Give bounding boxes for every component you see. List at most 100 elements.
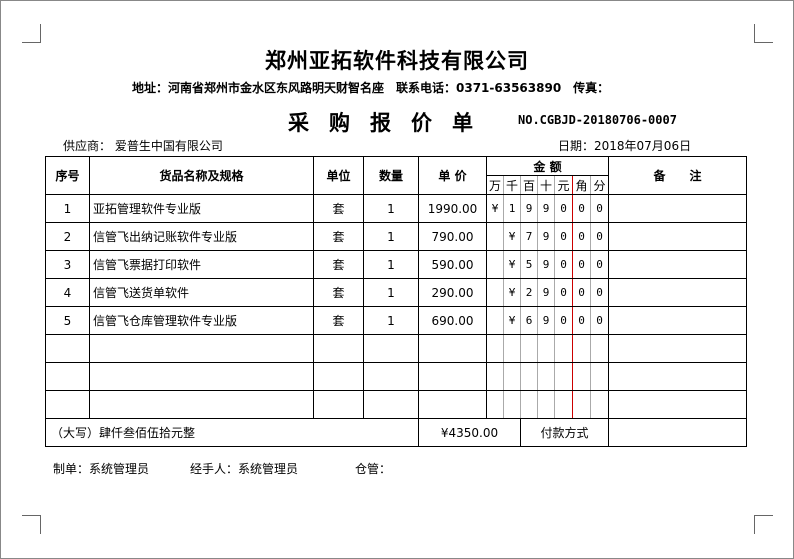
cell-digit: 1 [503,194,521,223]
handler: 经手人：系统管理员 [190,462,299,476]
supplier: 供应商： 爱普生中国有限公司 [63,139,223,153]
cell-name: 信管飞送货单软件 [89,278,314,307]
cell-digit [554,390,573,419]
cell-digit: 0 [554,194,573,223]
cell-digit: 0 [590,306,609,335]
digit-header: 万 [486,175,504,195]
cell-digit: 9 [537,306,555,335]
header-name: 货品名称及规格 [89,156,314,195]
cell-digit: 9 [537,194,555,223]
cell-digit [590,362,609,391]
cell-digit: 0 [554,306,573,335]
cell-name: 信管飞票据打印软件 [89,250,314,279]
cell-unit: 套 [313,278,364,307]
doc-title: 采购报价单 [288,111,493,135]
cell-price: 690.00 [418,306,487,335]
cell-digit: ¥ [503,250,521,279]
cell-digit: 0 [554,250,573,279]
cell-remark [608,362,747,391]
cell-digit: ¥ [503,222,521,251]
cell-qty [363,362,419,391]
table-row [45,362,747,391]
cell-remark [608,222,747,251]
cell-digit [486,362,504,391]
cell-digit: 0 [590,194,609,223]
cell-digit [486,306,504,335]
total-row: （大写）肆仟叁佰伍拾元整 ¥4350.00 付款方式 [45,418,747,447]
cell-digit [520,334,538,363]
cell-remark [608,250,747,279]
cell-digit [486,250,504,279]
cell-unit: 套 [313,306,364,335]
cell-unit [313,334,364,363]
cell-name [89,390,314,419]
cell-digit: 0 [572,194,591,223]
cell-digit [554,362,573,391]
header-amount: 金 额 [486,156,609,176]
cell-digit: ¥ [503,306,521,335]
doc-number: NO.CGBJD-20180706-0007 [518,113,677,127]
crop-mark [754,515,773,534]
cell-digit: 2 [520,278,538,307]
cell-price: 790.00 [418,222,487,251]
cell-digit [486,222,504,251]
cell-remark [608,278,747,307]
address-line: 地址：河南省郑州市金水区东风路明天财智名座 联系电话：0371-63563890… [132,81,610,95]
cell-digit [503,334,521,363]
maker: 制单：系统管理员 [53,462,150,476]
quote-table: 序号 货品名称及规格 单位 数量 单 价 金 额 备 注 万千百十元角分 1 亚拓… [45,156,747,447]
cell-digit [486,334,504,363]
cell-price [418,334,487,363]
cell-digit [486,390,504,419]
cell-digit: 9 [537,278,555,307]
cell-seq: 1 [45,194,90,223]
cell-seq: 4 [45,278,90,307]
cell-digit: 5 [520,250,538,279]
cell-unit [313,390,364,419]
cell-digit: 0 [572,278,591,307]
cell-qty [363,390,419,419]
cell-digit: 9 [537,250,555,279]
crop-mark [22,24,41,43]
cell-qty: 1 [363,250,419,279]
cell-digit: 0 [590,222,609,251]
table-row: 5 信管飞仓库管理软件专业版套 1 690.00 ¥6 9 0 0 0 [45,306,747,335]
cell-seq: 3 [45,250,90,279]
cell-price [418,362,487,391]
cell-price: 590.00 [418,250,487,279]
cell-digit: 0 [572,222,591,251]
cell-digit [590,334,609,363]
cell-digit: 9 [520,194,538,223]
cell-seq [45,334,90,363]
cell-price: 1990.00 [418,194,487,223]
cell-name: 信管飞仓库管理软件专业版 [89,306,314,335]
cell-name [89,362,314,391]
cell-name [89,334,314,363]
cell-digit [572,334,591,363]
table-row [45,334,747,363]
cell-unit [313,362,364,391]
header-seq: 序号 [45,156,90,195]
cell-digit: 6 [520,306,538,335]
warehouse: 仓管： [355,462,392,476]
header-unit: 单位 [313,156,364,195]
cell-digit [554,334,573,363]
cell-seq [45,390,90,419]
payment-label: 付款方式 [520,418,609,447]
cell-digit: 7 [520,222,538,251]
total-amount: ¥4350.00 [418,418,521,447]
cell-seq: 2 [45,222,90,251]
payment-method-value [608,418,747,447]
cell-digit [503,362,521,391]
cell-digit [537,362,555,391]
header-remark: 备 注 [608,156,747,195]
cell-remark [608,194,747,223]
cell-qty: 1 [363,306,419,335]
cell-digit [520,362,538,391]
cell-seq: 5 [45,306,90,335]
cell-digit: 0 [590,278,609,307]
cell-name: 信管飞出纳记账软件专业版 [89,222,314,251]
cell-digit: ¥ [503,278,521,307]
cell-name: 亚拓管理软件专业版 [89,194,314,223]
header-qty: 数量 [363,156,419,195]
